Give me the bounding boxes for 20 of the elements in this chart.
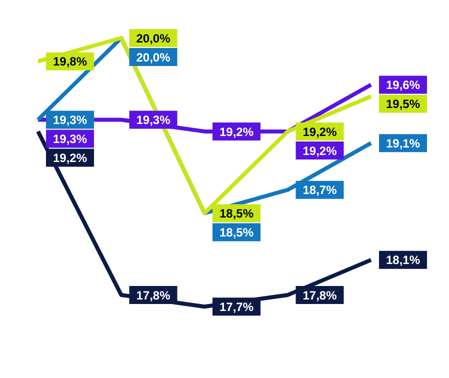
data-label: 19,6%: [386, 78, 420, 92]
data-label: 20,0%: [136, 31, 171, 46]
data-label: 18,1%: [386, 253, 420, 268]
data-label: 17,7%: [219, 300, 254, 314]
data-label: 19,1%: [386, 136, 420, 150]
data-label: 19,3%: [52, 113, 88, 128]
data-label: 19,2%: [302, 124, 338, 139]
data-label: 17,8%: [136, 288, 171, 302]
data-label: 19,2%: [52, 151, 88, 166]
data-label: 17,8%: [302, 288, 338, 302]
data-label: 20,0%: [136, 50, 171, 64]
data-label: 18,5%: [219, 206, 254, 221]
data-label: 19,5%: [386, 97, 420, 112]
data-label: 18,5%: [219, 226, 254, 240]
data-label: 18,7%: [302, 183, 338, 198]
data-label: 19,2%: [219, 124, 254, 139]
data-label: 19,3%: [136, 113, 171, 128]
data-label: 19,8%: [52, 54, 88, 69]
data-label: 19,3%: [52, 132, 88, 146]
data-label: 19,2%: [302, 144, 338, 158]
